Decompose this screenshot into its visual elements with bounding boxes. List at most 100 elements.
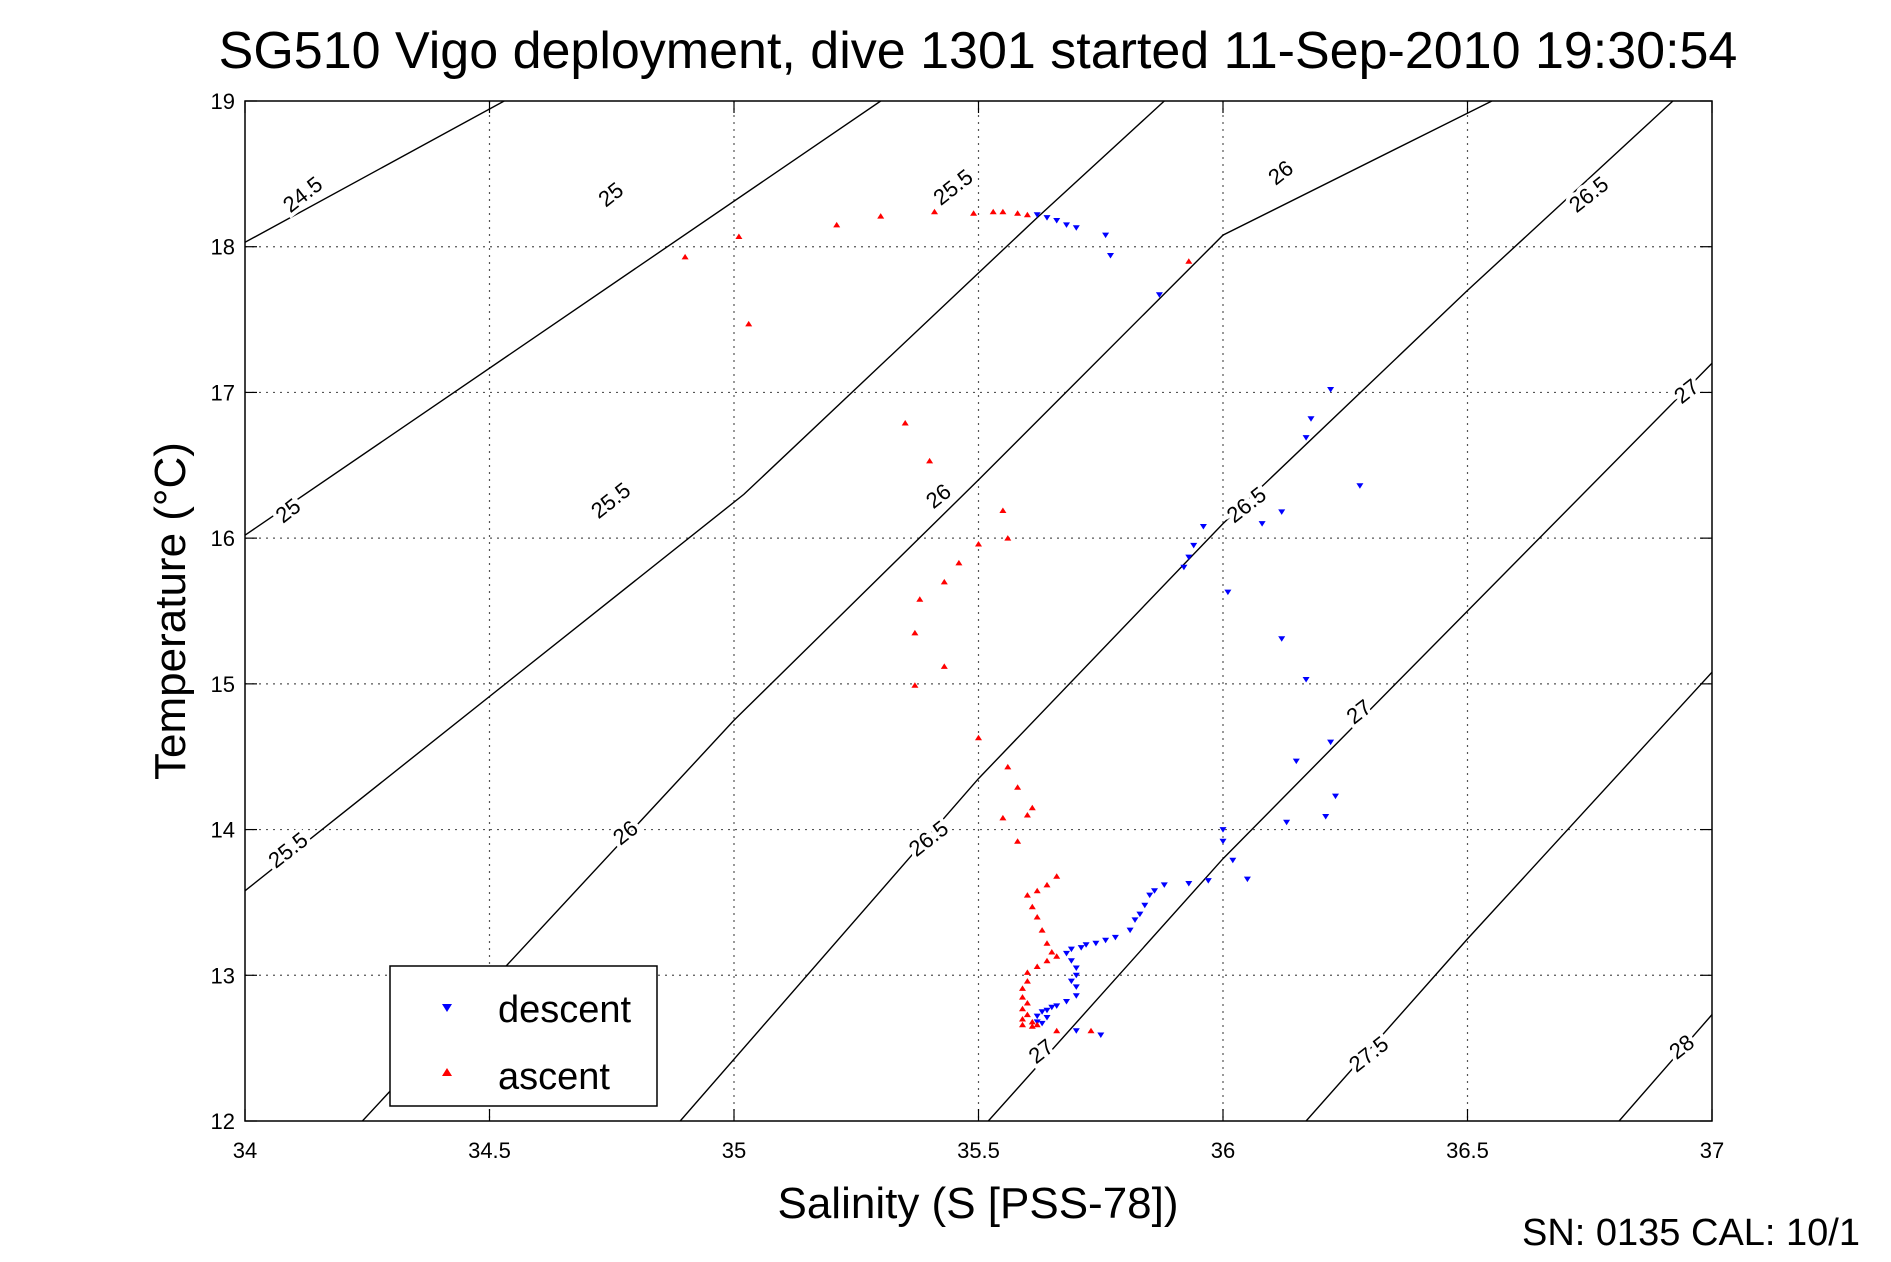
calibration-footer-note: SN: 0135 CAL: 10/1: [1522, 1212, 1860, 1254]
descent-point: [1302, 435, 1310, 441]
ascent-point: [1023, 812, 1031, 818]
descent-point: [1072, 1028, 1080, 1034]
descent-point: [1067, 946, 1075, 953]
descent-point: [1327, 387, 1335, 393]
descent-point: [1278, 636, 1286, 642]
ascent-point: [1019, 1016, 1026, 1022]
descent-point: [1199, 524, 1207, 530]
descent-point: [1224, 589, 1232, 596]
descent-point: [1053, 218, 1061, 224]
ascent-point: [1019, 1005, 1026, 1012]
y-tick-label: 19: [211, 89, 235, 114]
descent-point: [1302, 677, 1310, 683]
ascent-point: [1028, 903, 1036, 910]
legend-label-ascent: ascent: [498, 1056, 610, 1098]
ascent-point: [955, 559, 963, 566]
ascent-point: [901, 420, 909, 426]
chart-title: SG510 Vigo deployment, dive 1301 started…: [219, 22, 1738, 80]
descent-point: [1141, 902, 1149, 909]
ascent-point: [1043, 957, 1051, 964]
descent-point: [1243, 876, 1251, 883]
descent-point: [1185, 554, 1193, 561]
density-contour-line: [245, 101, 1165, 892]
ascent-point: [1053, 873, 1061, 879]
density-contour-line: [245, 101, 882, 536]
ascent-point: [1023, 892, 1031, 898]
descent-point: [1038, 1009, 1046, 1015]
x-tick-label: 34.5: [468, 1138, 511, 1163]
ascent-point: [931, 208, 938, 215]
density-contour-line: [245, 101, 505, 243]
ascent-point: [989, 208, 997, 215]
descent-point: [1072, 972, 1080, 979]
descent-point: [1043, 1015, 1051, 1021]
descent-point: [1067, 958, 1075, 964]
descent-point: [1048, 1004, 1056, 1011]
density-contour-line: [1305, 671, 1712, 1121]
descent-point: [1072, 225, 1080, 231]
axis-ticks: [244, 100, 1713, 1122]
descent-point: [1053, 1003, 1061, 1009]
ascent-point: [1185, 258, 1193, 264]
ascent-point: [1033, 1021, 1041, 1028]
y-tick-label: 16: [211, 526, 235, 551]
ascent-point: [940, 663, 948, 669]
descent-point: [1185, 881, 1193, 887]
y-tick-label: 18: [211, 235, 235, 260]
ascent-point: [926, 457, 934, 464]
ascent-point: [1043, 881, 1051, 888]
descent-point: [1043, 1007, 1051, 1014]
descent-point: [1126, 927, 1134, 934]
descent-point: [1102, 232, 1110, 239]
y-axis-tick-labels: 12 13 14 15 16 17 18 19: [211, 89, 235, 1134]
ascent-point: [1028, 1023, 1036, 1029]
descent-point: [1155, 292, 1163, 298]
descent-point: [1102, 937, 1110, 944]
ascent-point: [1014, 210, 1022, 216]
ascent-point: [681, 253, 689, 260]
descent-point: [1072, 993, 1080, 999]
ascent-point: [1033, 914, 1041, 920]
y-tick-label: 17: [211, 380, 235, 405]
descent-point: [1082, 942, 1090, 948]
descent-point: [1038, 1020, 1046, 1027]
ascent-point: [1023, 1011, 1031, 1018]
descent-point: [1072, 965, 1080, 971]
ascent-point: [916, 596, 924, 602]
ascent-point: [833, 221, 841, 228]
ascent-point: [745, 320, 753, 327]
ascent-point: [1023, 1000, 1031, 1006]
data-points: [681, 208, 1364, 1038]
descent-point: [1151, 888, 1158, 894]
descent-point: [1229, 857, 1237, 864]
ascent-point: [999, 208, 1007, 215]
descent-point: [1107, 253, 1114, 259]
ascent-point: [911, 682, 919, 688]
legend-marker-ascent: [442, 1068, 452, 1076]
ascent-point: [1033, 887, 1041, 894]
descent-point: [1033, 212, 1041, 218]
descent-point: [1332, 793, 1339, 800]
ascent-point: [1048, 949, 1056, 955]
x-tick-label: 37: [1700, 1138, 1724, 1163]
y-tick-label: 12: [211, 1109, 235, 1134]
ascent-point: [1019, 1021, 1026, 1028]
descent-point: [1356, 483, 1364, 489]
descent-point: [1204, 878, 1212, 884]
ascent-point: [1023, 978, 1031, 984]
density-contour-line: [361, 101, 1493, 1121]
descent-point: [1063, 999, 1070, 1005]
descent-point: [1067, 978, 1075, 985]
ascent-point: [970, 210, 978, 216]
descent-point: [1180, 564, 1188, 571]
descent-point: [1322, 814, 1330, 820]
descent-point: [1097, 1032, 1105, 1038]
ascent-point: [975, 734, 982, 741]
descent-point: [1111, 934, 1119, 941]
descent-point: [1136, 911, 1144, 918]
x-axis-tick-labels: 34 34.5 35 35.5 36 36.5 37: [233, 1138, 1724, 1163]
descent-point: [1307, 416, 1315, 422]
descent-point: [1278, 509, 1286, 515]
ascent-point: [1019, 985, 1026, 991]
